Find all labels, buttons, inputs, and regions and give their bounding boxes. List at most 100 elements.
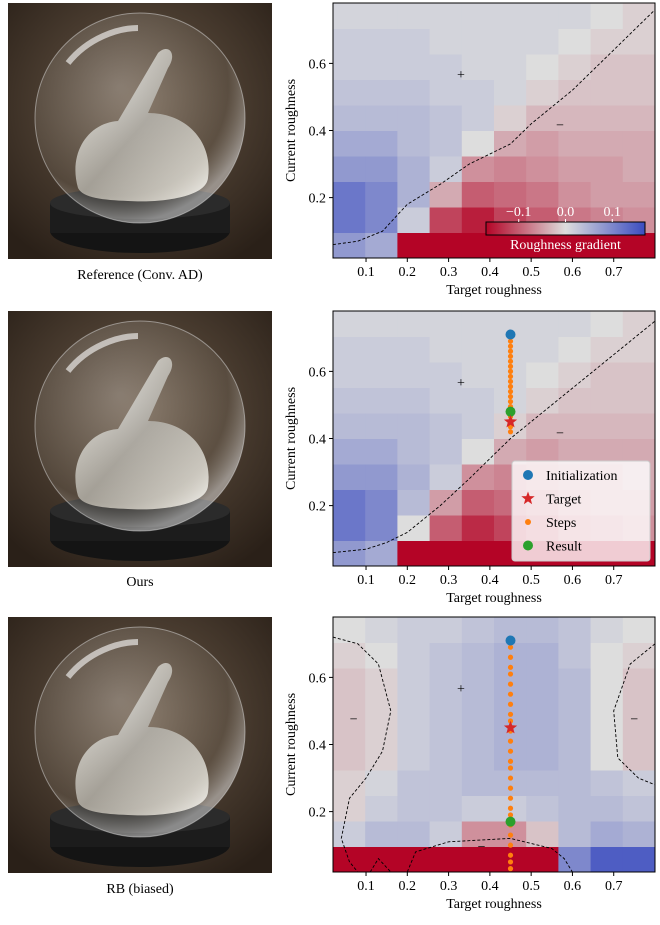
heat-cell [494, 770, 527, 796]
heat-cell [494, 54, 527, 80]
heat-cell [397, 796, 430, 822]
heat-cell [558, 770, 591, 796]
heat-cell [365, 80, 398, 106]
trajectory-point [508, 354, 513, 359]
x-axis-title: Target roughness [446, 283, 542, 298]
sign-annotation: − [556, 426, 564, 441]
heat-cell [462, 643, 495, 669]
heat-cell [591, 668, 624, 694]
heat-cell [430, 337, 463, 363]
heat-cell [623, 29, 656, 55]
heat-cell [365, 362, 398, 388]
x-tick-label: 0.5 [522, 879, 540, 894]
heat-cell [430, 311, 463, 337]
heat-cell [333, 54, 366, 80]
heat-cell [462, 182, 495, 208]
heat-cell [397, 694, 430, 720]
heat-cell [333, 439, 366, 465]
heat-cell [430, 413, 463, 439]
heat-cell [558, 388, 591, 414]
heat-cell [494, 105, 527, 131]
heat-cell [397, 105, 430, 131]
heat-cell [365, 515, 398, 541]
heat-cell [462, 388, 495, 414]
trajectory-point [506, 329, 516, 339]
heat-cell [365, 464, 398, 490]
heat-cell [558, 3, 591, 29]
heat-cell [430, 796, 463, 822]
heat-cell [365, 719, 398, 745]
sign-annotation: − [478, 840, 486, 855]
heat-cell [462, 490, 495, 516]
legend-label: Target [546, 493, 581, 508]
x-tick-label: 0.4 [481, 879, 499, 894]
trajectory-point [508, 866, 513, 871]
heat-cell [558, 694, 591, 720]
heat-cell [333, 156, 366, 182]
x-tick-label: 0.5 [522, 265, 540, 280]
sign-annotation: − [630, 712, 638, 727]
heat-cell [365, 29, 398, 55]
x-tick-label: 0.1 [357, 879, 375, 894]
y-axis-title: Current roughness [284, 693, 299, 796]
heat-cell [397, 617, 430, 643]
heat-cell [365, 770, 398, 796]
heat-cell [462, 131, 495, 157]
x-tick-label: 0.5 [522, 573, 540, 588]
heat-cell [462, 105, 495, 131]
figure: Reference (Conv. AD) Ours RB (biased) +−… [0, 0, 660, 920]
y-axis-title: Current roughness [284, 79, 299, 182]
photo [8, 311, 272, 567]
heat-cell [526, 719, 559, 745]
trajectory-point [508, 349, 513, 354]
caption: Reference (Conv. AD) [77, 268, 203, 283]
trajectory-point [508, 369, 513, 374]
trajectory-point [506, 635, 516, 645]
x-axis-title: Target roughness [446, 591, 542, 606]
heat-cell [430, 105, 463, 131]
heat-cell [526, 847, 559, 873]
heat-cell [623, 388, 656, 414]
heat-cell [558, 745, 591, 771]
heat-cell [397, 490, 430, 516]
heat-cell [333, 311, 366, 337]
heat-cell [526, 337, 559, 363]
heat-cell [462, 311, 495, 337]
heat-cell [558, 80, 591, 106]
heat-cell [397, 770, 430, 796]
heat-cell [333, 105, 366, 131]
trajectory-point [508, 796, 513, 801]
x-tick-label: 0.2 [399, 879, 417, 894]
y-tick-label: 0.4 [309, 125, 327, 140]
legend-marker [525, 519, 531, 525]
caption: Ours [126, 575, 153, 590]
heat-cell [558, 156, 591, 182]
heat-cell [397, 182, 430, 208]
legend-label: Steps [546, 516, 576, 531]
heat-cell [462, 617, 495, 643]
heat-cell [333, 745, 366, 771]
heat-cell [526, 745, 559, 771]
heat-cell [591, 131, 624, 157]
heat-cell [365, 439, 398, 465]
heat-cell [365, 105, 398, 131]
heat-cell [591, 29, 624, 55]
heat-cell [430, 131, 463, 157]
heat-cell [558, 617, 591, 643]
heat-cell [591, 643, 624, 669]
heat-cell [397, 54, 430, 80]
trajectory-point [508, 859, 513, 864]
heat-cell [333, 617, 366, 643]
trajectory-point [508, 429, 513, 434]
heat-cell [365, 182, 398, 208]
heat-cell [623, 54, 656, 80]
heat-cell [494, 156, 527, 182]
heat-cell [365, 694, 398, 720]
heat-cell [365, 311, 398, 337]
trajectory-point [508, 832, 513, 837]
heat-cell [623, 694, 656, 720]
heat-cell [591, 745, 624, 771]
heat-cell [591, 796, 624, 822]
heat-cell [430, 80, 463, 106]
sign-annotation: + [457, 682, 465, 697]
